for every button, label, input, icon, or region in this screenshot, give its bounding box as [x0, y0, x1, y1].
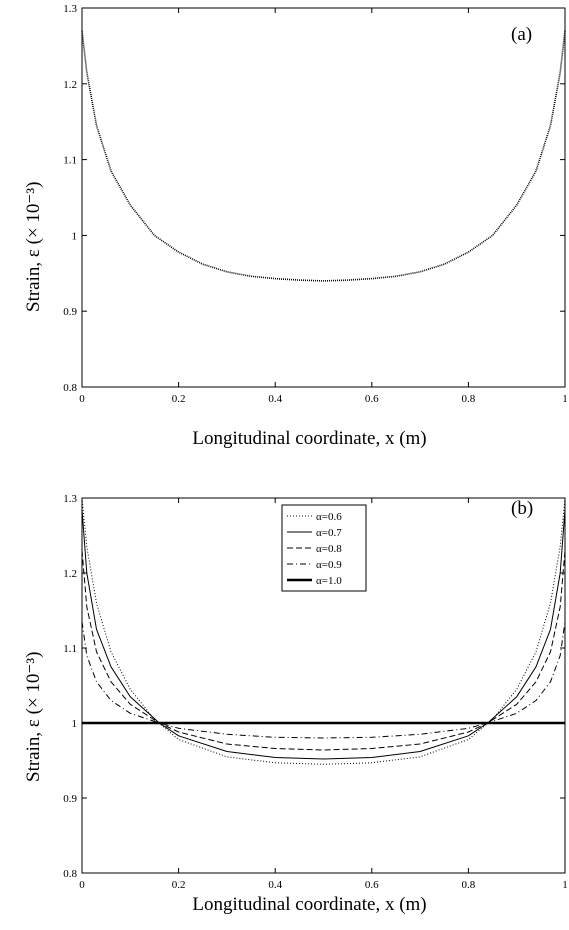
panel-label-a: (a) [511, 24, 533, 45]
y-tick-label: 0.8 [63, 382, 77, 394]
legend-label: α=0.9 [316, 559, 342, 571]
y-tick-label: 0.9 [63, 306, 77, 318]
legend-label: α=1.0 [316, 575, 342, 587]
x-tick-label: 0.2 [172, 393, 186, 405]
chart-panel-b: 0 0.2 0.4 0.6 0.8 1 0.8 0.9 1 1.1 1.2 1.3 α=0.6 α=0.7… [0, 470, 569, 930]
y-tick-label: 1 [72, 718, 78, 730]
x-tick-label: 0.6 [365, 393, 379, 405]
y-tick-label: 1.2 [63, 79, 77, 91]
panel-label-b: (b) [511, 498, 534, 519]
x-tick-label: 0.6 [365, 879, 379, 891]
x-tick-label: 0.2 [172, 879, 186, 891]
y-tick-label: 0.9 [63, 793, 77, 805]
y-tick-label: 1.3 [63, 493, 77, 505]
x-axis-label-a: Longitudinal coordinate, x (m) [192, 428, 427, 449]
x-tick-label: 0 [79, 879, 85, 891]
legend-label: α=0.6 [316, 511, 342, 523]
y-tick-label: 1.3 [63, 3, 77, 15]
y-tick-label: 1.1 [63, 155, 77, 167]
y-tick-label: 1.1 [63, 643, 77, 655]
y-axis-label-b: Strain, ε (× 10⁻³) [23, 651, 44, 782]
chart-panel-a: 0 0.2 0.4 0.6 0.8 1 0.8 0.9 1 1.1 1.2 1.3 (a) Strai… [23, 3, 568, 449]
x-tick-label: 0.4 [268, 879, 282, 891]
x-tick-label: 0.8 [462, 393, 476, 405]
series-line--0-6 [81, 497, 566, 765]
x-tick-label: 1 [562, 879, 568, 891]
series-line--0-8 [81, 550, 566, 751]
x-tick-label: 0.4 [268, 393, 282, 405]
legend-label: α=0.7 [316, 527, 342, 539]
y-tick-label: 1.2 [63, 568, 77, 580]
y-axis-label-a: Strain, ε (× 10⁻³) [23, 181, 44, 312]
plot-frame [81, 7, 566, 388]
x-axis-label-b: Longitudinal coordinate, x (m) [192, 894, 427, 915]
x-tick-label: 0 [79, 393, 85, 405]
y-tick-label: 1 [72, 230, 78, 242]
series-line--0-7 [81, 509, 566, 760]
x-tick-label: 1 [562, 393, 568, 405]
series-line--0-9 [81, 621, 566, 739]
y-tick-label: 0.8 [63, 868, 77, 880]
series-line-0 [81, 30, 566, 282]
x-tick-label: 0.8 [462, 879, 476, 891]
legend: α=0.6 α=0.7 α=0.8 α=0.9 α=1.0 [281, 504, 367, 592]
chart-b-svg: 0 0.2 0.4 0.6 0.8 1 0.8 0.9 1 1.1 1.2 1.3 α=0.6 α=0.7… [63, 493, 568, 891]
chart-a-svg: 0 0.2 0.4 0.6 0.8 1 0.8 0.9 1 1.1 1.2 1.3 [63, 3, 568, 405]
legend-label: α=0.8 [316, 543, 342, 555]
plot-frame [81, 497, 566, 874]
